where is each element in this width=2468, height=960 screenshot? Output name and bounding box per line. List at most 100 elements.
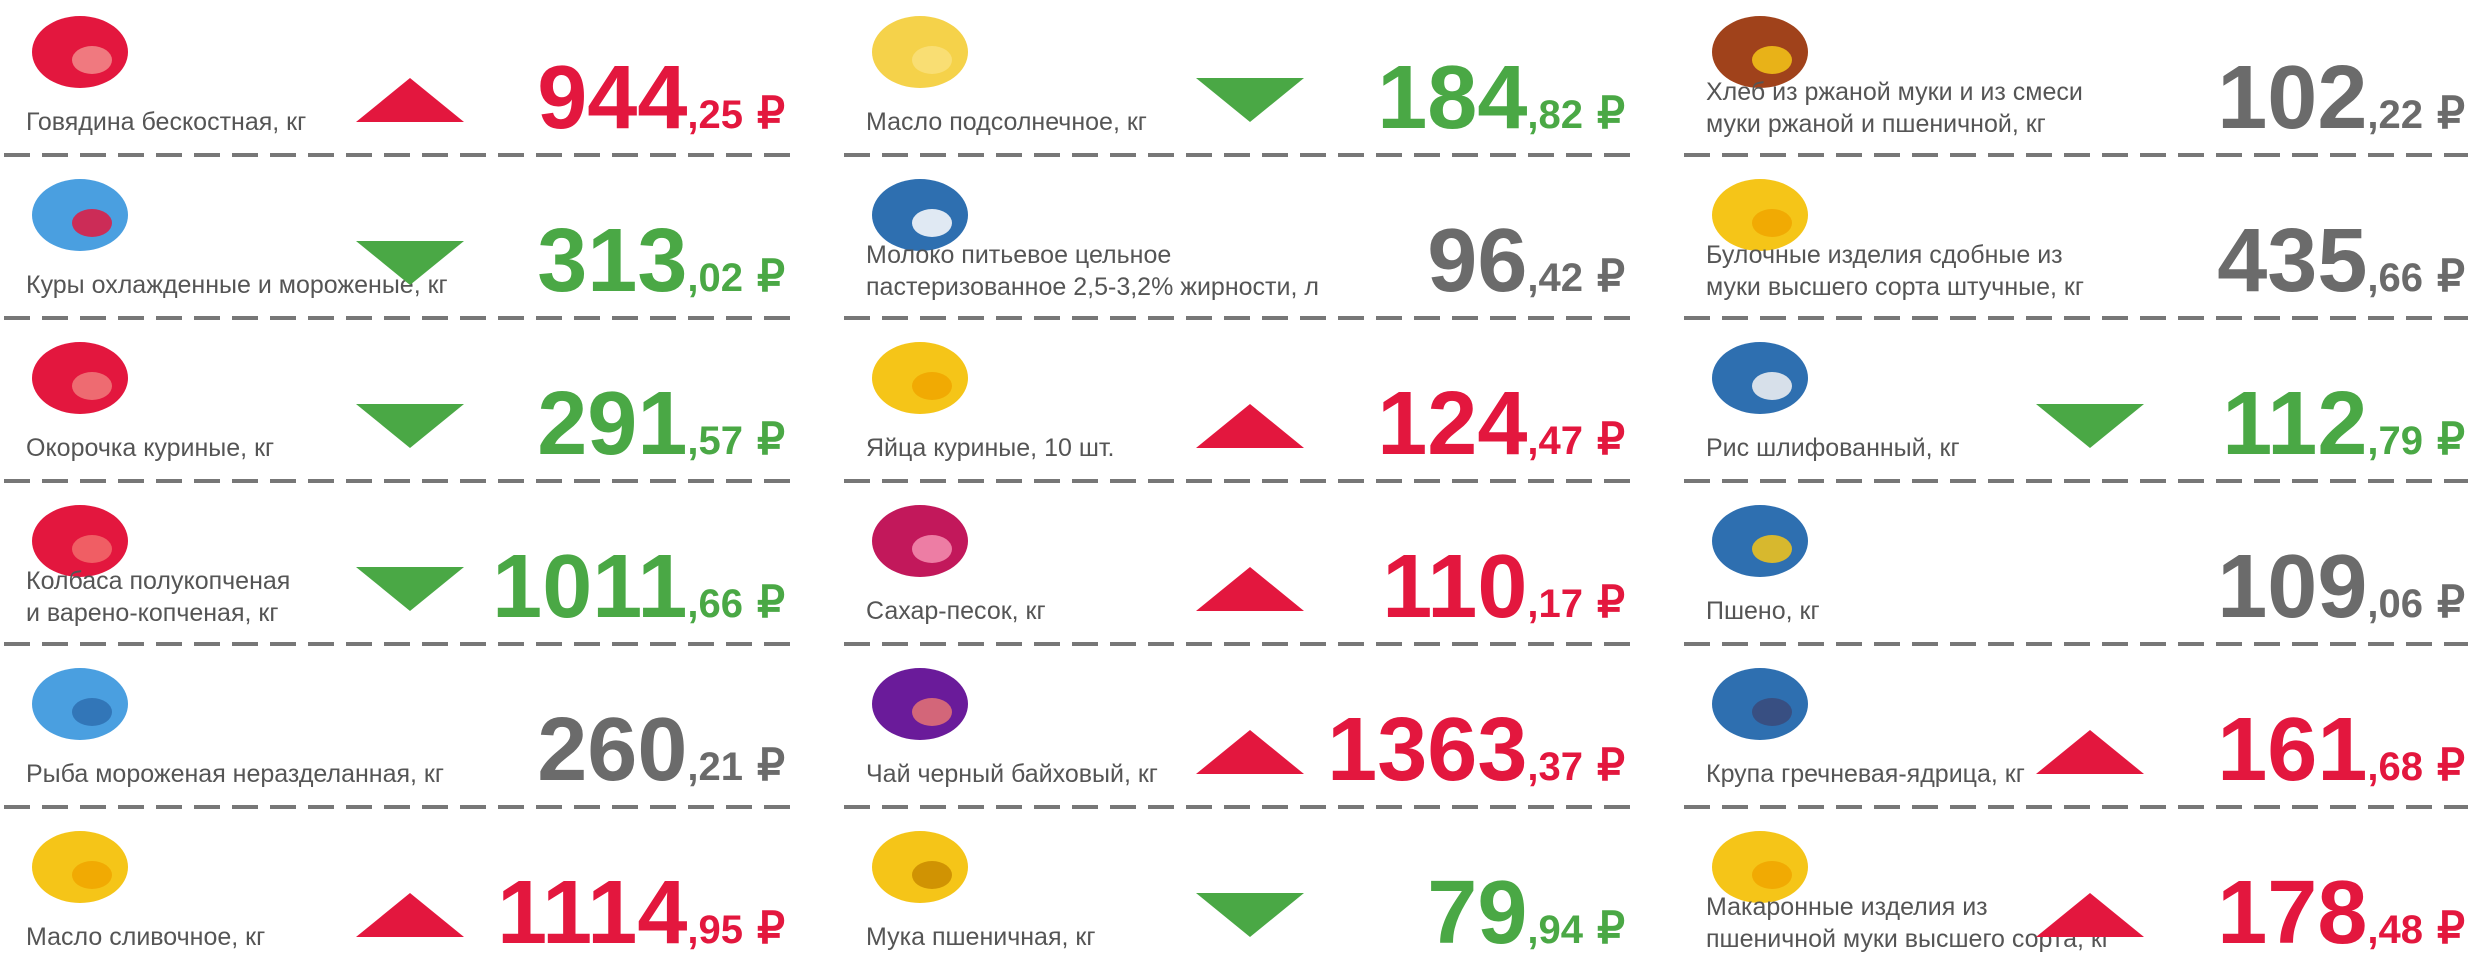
price-fraction: ,66 xyxy=(687,582,743,626)
price: 944,25₽ xyxy=(537,48,785,148)
product-icon-detail xyxy=(1752,861,1792,889)
product-icon-detail xyxy=(72,209,112,237)
price-whole: 110 xyxy=(1382,537,1527,637)
product-name: Макаронные изделия из xyxy=(1706,893,1988,921)
price-board: Говядина бескостная, кг944,25₽Куры охлаж… xyxy=(0,0,2468,960)
currency: ₽ xyxy=(1597,89,1625,138)
price: 109,06₽ xyxy=(2217,537,2465,637)
price: 184,82₽ xyxy=(1377,48,1625,148)
product-icon-detail xyxy=(1752,535,1792,563)
currency: ₽ xyxy=(1597,578,1625,627)
price-whole: 1114 xyxy=(497,863,687,960)
price: 161,68₽ xyxy=(2217,700,2465,800)
currency: ₽ xyxy=(757,89,785,138)
price-fraction: ,42 xyxy=(1527,256,1583,300)
trend-up-arrow xyxy=(2036,893,2144,937)
price: 1363,37₽ xyxy=(1327,700,1625,800)
product-name: Говядина бескостная, кг xyxy=(26,108,306,136)
trend-up-arrow xyxy=(356,78,464,122)
currency: ₽ xyxy=(1597,415,1625,464)
trend-up-arrow xyxy=(2036,730,2144,774)
product-name: Рыба мороженая неразделанная, кг xyxy=(26,760,444,788)
trend-down-arrow xyxy=(356,404,464,448)
product-icon-detail xyxy=(1752,209,1792,237)
trend-down-arrow xyxy=(1196,893,1304,937)
price-item: Молоко питьевое цельное пастеризованное 2… xyxy=(844,179,1640,318)
currency: ₽ xyxy=(2437,252,2465,301)
trend-up-arrow xyxy=(1196,730,1304,774)
price-item: Мука пшеничная, кг 79,94₽ xyxy=(866,831,1625,960)
product-icon-detail xyxy=(912,698,952,726)
product-name: Хлеб из ржаной муки и из смеси xyxy=(1706,78,2083,106)
product-name: Мука пшеничная, кг xyxy=(866,923,1095,951)
price: 102,22₽ xyxy=(2217,48,2465,148)
price-whole: 313 xyxy=(537,211,687,311)
trend-up-arrow xyxy=(1196,404,1304,448)
price: 1114,95₽ xyxy=(497,863,785,960)
product-name: муки ржаной и пшеничной, кг xyxy=(1706,110,2046,138)
price-whole: 109 xyxy=(2217,537,2367,637)
price-whole: 161 xyxy=(2217,700,2367,800)
price-whole: 112 xyxy=(2222,374,2367,474)
currency: ₽ xyxy=(1597,904,1625,953)
product-name: Сахар-песок, кг xyxy=(866,597,1046,625)
product-icon-detail xyxy=(912,46,952,74)
currency: ₽ xyxy=(757,578,785,627)
currency: ₽ xyxy=(2437,89,2465,138)
price: 313,02₽ xyxy=(537,211,785,311)
price-whole: 291 xyxy=(537,374,687,474)
product-icon-detail xyxy=(912,861,952,889)
price-item: Колбаса полукопченая и варено-копченая, … xyxy=(4,505,800,644)
price-whole: 124 xyxy=(1377,374,1527,474)
price: 1011,66₽ xyxy=(492,537,785,637)
price-item: Яйца куриные, 10 шт. 124,47 ₽ xyxy=(844,342,1640,481)
product-name: и варено-копченая, кг xyxy=(26,599,278,627)
price-fraction: ,82 xyxy=(1527,93,1583,137)
price-whole: 435 xyxy=(2217,211,2367,311)
trend-down-arrow xyxy=(2036,404,2144,448)
price: 435,66₽ xyxy=(2217,211,2465,311)
currency: ₽ xyxy=(2437,415,2465,464)
price-fraction: ,21 xyxy=(687,745,743,789)
price-fraction: ,25 xyxy=(687,93,743,137)
price-whole: 96 xyxy=(1427,211,1527,311)
trend-down-arrow xyxy=(356,567,464,611)
product-icon-detail xyxy=(912,372,952,400)
trend-up-arrow xyxy=(1196,567,1304,611)
price-fraction: ,95 xyxy=(687,908,743,952)
price-fraction: ,22 xyxy=(2367,93,2423,137)
product-icon-detail xyxy=(72,698,112,726)
product-icon-detail xyxy=(1752,46,1792,74)
price: 96,42 ₽ xyxy=(1427,211,1625,311)
product-icon-detail xyxy=(72,861,112,889)
price-fraction: ,47 xyxy=(1527,419,1583,463)
product-icon-detail xyxy=(912,209,952,237)
product-name: муки высшего сорта штучные, кг xyxy=(1706,273,2084,301)
product-name: Масло подсолнечное, кг xyxy=(866,108,1147,136)
price-item: Окорочка куриные, кг291,57₽ xyxy=(4,342,800,481)
currency: ₽ xyxy=(1597,252,1625,301)
price-item: Хлеб из ржаной муки и из смеси муки ржано… xyxy=(1684,16,2468,155)
price: 79,94₽ xyxy=(1427,863,1625,960)
currency: ₽ xyxy=(757,741,785,790)
price-item: Чай черный байховый, кг 1363,37₽ xyxy=(844,668,1640,807)
product-name: Колбаса полукопченая xyxy=(26,567,290,595)
product-name: Чай черный байховый, кг xyxy=(866,760,1158,788)
trend-down-arrow xyxy=(1196,78,1304,122)
currency: ₽ xyxy=(2437,578,2465,627)
product-name: Молоко питьевое цельное xyxy=(866,241,1171,269)
product-icon-detail xyxy=(72,46,112,74)
price-fraction: ,79 xyxy=(2367,419,2423,463)
product-name: Яйца куриные, 10 шт. xyxy=(866,434,1115,462)
price-fraction: ,48 xyxy=(2367,908,2423,952)
product-name: Рис шлифованный, кг xyxy=(1706,434,1960,462)
currency: ₽ xyxy=(757,415,785,464)
product-name: пастеризованное 2,5-3,2% жирности, л xyxy=(866,273,1319,301)
price: 112,79 ₽ xyxy=(2222,374,2465,474)
price-whole: 79 xyxy=(1427,863,1527,960)
trend-up-arrow xyxy=(356,893,464,937)
